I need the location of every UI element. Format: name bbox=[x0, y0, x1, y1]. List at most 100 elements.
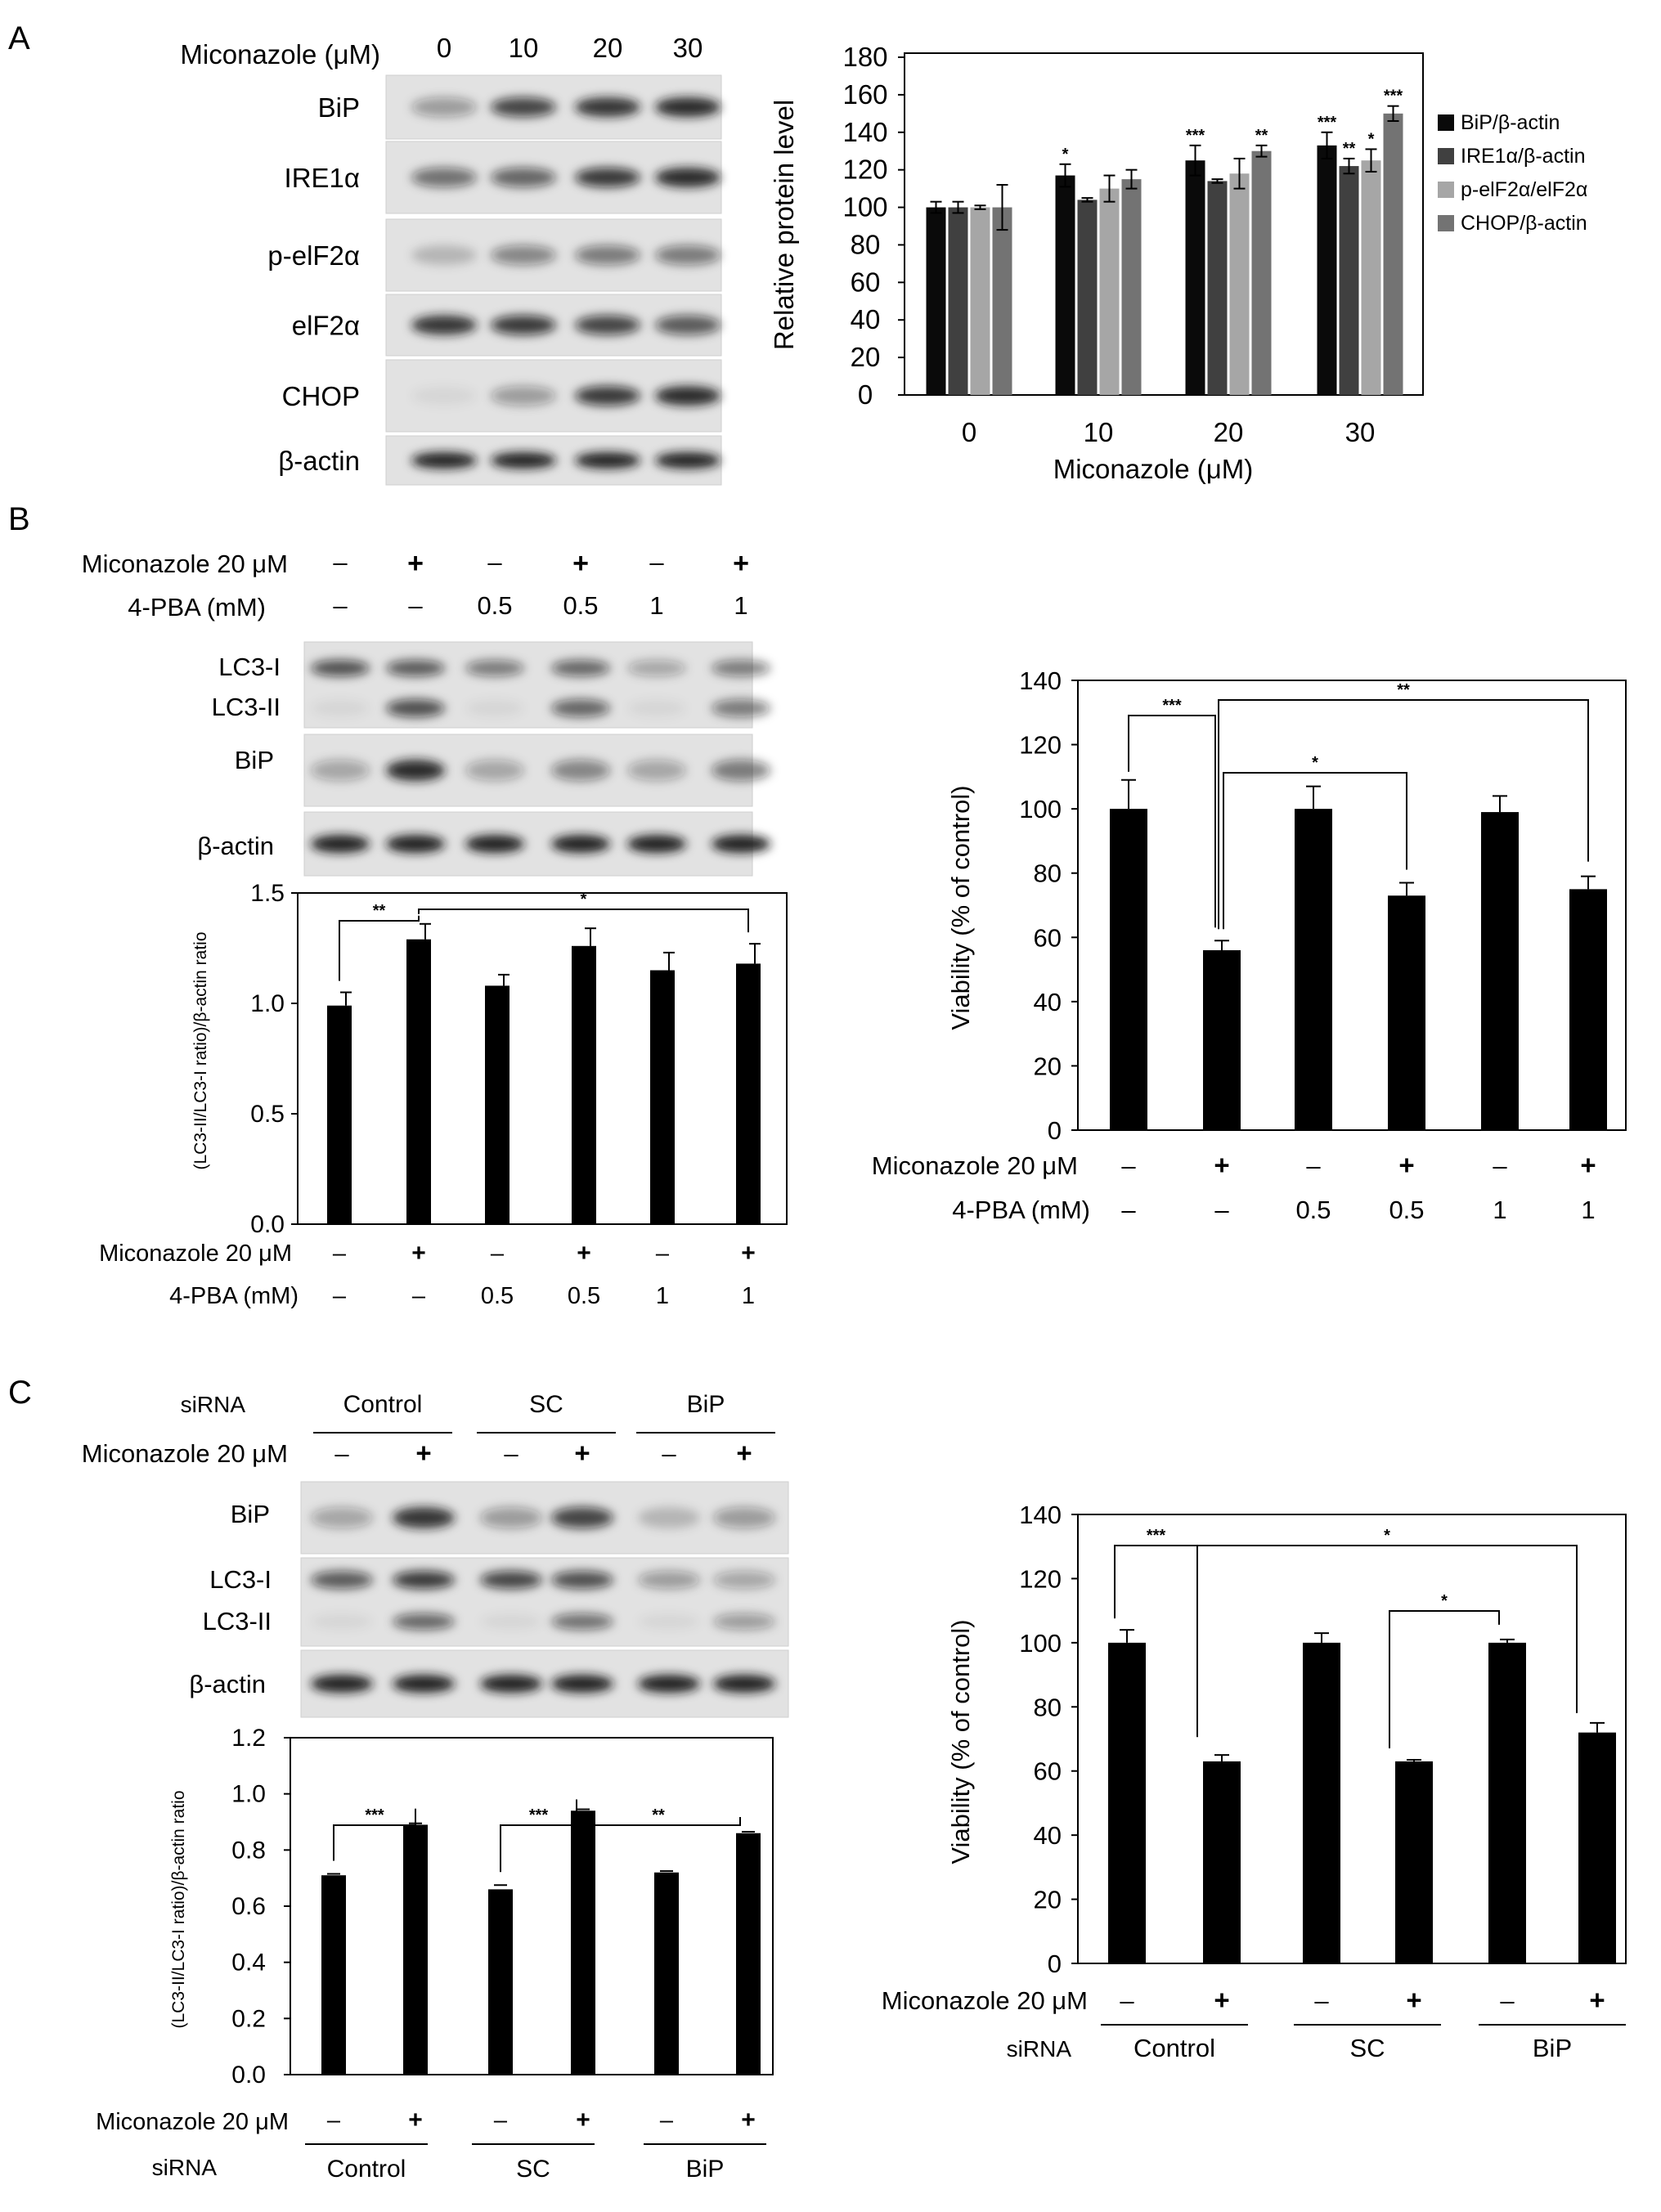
treatment-row-label: 4-PBA (mM) bbox=[169, 1283, 299, 1309]
blot-band bbox=[465, 660, 524, 676]
y-tick-label: 60 bbox=[1034, 923, 1062, 952]
y-tick-label: 140 bbox=[1019, 1501, 1062, 1529]
treatment-value: – bbox=[660, 2107, 674, 2133]
legend-label: IRE1α/β-actin bbox=[1461, 145, 1586, 168]
panel-b-lc3-ratio-chart: 0.0 0.5 1.0 1.5 (LC3-II/LC3-I ratio)/β-actin… bbox=[99, 880, 788, 1309]
legend-swatch bbox=[1438, 182, 1454, 198]
bar bbox=[571, 1810, 595, 2075]
treatment-row-label: 4-PBA (mM) bbox=[128, 593, 266, 621]
bar bbox=[321, 1875, 346, 2075]
blot-row-label: BiP bbox=[318, 92, 360, 123]
bar bbox=[1339, 166, 1359, 396]
treatment-value: – bbox=[656, 1241, 670, 1267]
blot-band bbox=[551, 1675, 613, 1693]
blot-row-label: LC3-I bbox=[218, 653, 281, 681]
y-tick-label: 0.2 bbox=[231, 2005, 266, 2032]
blot-row-label: β-actin bbox=[197, 832, 274, 860]
y-tick-label: 120 bbox=[842, 155, 887, 185]
blot-band bbox=[638, 1613, 700, 1630]
sirna-group-label: Control bbox=[1134, 2034, 1215, 2062]
blot-band bbox=[575, 245, 640, 265]
bar bbox=[1481, 812, 1519, 1130]
blot-band bbox=[491, 168, 556, 187]
blot-band bbox=[311, 1675, 373, 1693]
treatment-value: – bbox=[333, 548, 348, 577]
blot-band bbox=[713, 1571, 775, 1589]
y-tick-label: 80 bbox=[1034, 859, 1062, 888]
bar bbox=[1229, 173, 1250, 395]
y-tick-label: 40 bbox=[1034, 1821, 1062, 1850]
bracket-stars: *** bbox=[1147, 1527, 1166, 1545]
blot-band bbox=[393, 1613, 455, 1630]
y-tick-label: 100 bbox=[1019, 795, 1062, 823]
treatment-value: – bbox=[1493, 1151, 1507, 1180]
bar bbox=[1203, 950, 1241, 1130]
treatment-value: 1 bbox=[742, 1283, 755, 1309]
bar bbox=[1383, 113, 1403, 396]
treatment-row-label: Miconazole 20 μM bbox=[872, 1151, 1078, 1180]
y-tick-label: 140 bbox=[842, 117, 887, 147]
treatment-value: + bbox=[741, 2107, 756, 2133]
blot-band bbox=[712, 760, 770, 781]
blot-band bbox=[386, 660, 445, 676]
treatment-value: – bbox=[649, 548, 664, 577]
y-tick-label: 0.8 bbox=[231, 1837, 266, 1864]
bar bbox=[1388, 895, 1425, 1130]
sirna-group-label: Control bbox=[343, 1391, 423, 1418]
treatment-value: – bbox=[494, 2107, 508, 2133]
blot-strip-lc3 bbox=[300, 1557, 789, 1647]
blot-row-label: elF2α bbox=[292, 311, 360, 341]
y-tick-label: 180 bbox=[842, 42, 887, 72]
x-tick-label: 20 bbox=[1214, 417, 1244, 447]
panel-a-western-blot: Miconazole (μM) 0 10 20 30 BiP IRE1α p-elF2α e… bbox=[180, 33, 722, 486]
blot-band bbox=[411, 97, 477, 117]
blot-row-label: IRE1α bbox=[285, 163, 360, 193]
bar bbox=[1099, 188, 1120, 395]
bracket-stars: * bbox=[1441, 1592, 1448, 1610]
treatment-value: + bbox=[1406, 1985, 1421, 2015]
blot-band bbox=[575, 168, 640, 187]
blot-strip-lc3-membrane bbox=[300, 1557, 789, 1647]
blot-row-label: LC3-I bbox=[209, 1565, 272, 1594]
bar bbox=[992, 207, 1012, 395]
blot-band bbox=[655, 452, 721, 469]
blot-band bbox=[386, 699, 445, 717]
blot-band bbox=[627, 835, 686, 853]
blot-band bbox=[551, 699, 610, 717]
blot-strip-2 bbox=[385, 218, 722, 292]
blot-band bbox=[638, 1675, 700, 1693]
dose-label: 30 bbox=[673, 33, 703, 63]
bar bbox=[403, 1824, 428, 2075]
y-tick-label: 0.0 bbox=[250, 1211, 285, 1238]
treatment-value: 0.5 bbox=[1389, 1196, 1424, 1224]
treatment-value: 0.5 bbox=[568, 1283, 600, 1309]
sirna-group-label: SC bbox=[1349, 2034, 1385, 2062]
bracket-line bbox=[1223, 772, 1407, 930]
treatment-value: + bbox=[407, 548, 424, 579]
blot-band bbox=[311, 835, 370, 853]
treatment-value: + bbox=[572, 548, 589, 579]
blot-strip-bip bbox=[303, 734, 770, 807]
treatment-value: 1 bbox=[1493, 1196, 1506, 1224]
treatment-value: + bbox=[576, 2107, 590, 2133]
y-tick-label: 60 bbox=[851, 267, 881, 297]
plot-frame bbox=[297, 892, 788, 1225]
sirna-group-label: BiP bbox=[687, 1391, 725, 1418]
panel-c-blot-rows: BiP LC3-I LC3-II β-actin bbox=[189, 1481, 789, 1718]
blot-band bbox=[551, 1613, 613, 1630]
treatment-value: – bbox=[491, 1241, 505, 1267]
bar bbox=[926, 207, 946, 395]
panel-letter-c: C bbox=[8, 1375, 32, 1411]
sirna-group-label: BiP bbox=[1533, 2034, 1572, 2062]
bar bbox=[1317, 145, 1337, 396]
bar bbox=[327, 1005, 352, 1224]
bar bbox=[1185, 160, 1205, 395]
lc3-bands bbox=[311, 660, 770, 717]
treatment-row-label: Miconazole 20 μM bbox=[82, 1439, 288, 1468]
treatment-value: 0.5 bbox=[1295, 1196, 1331, 1224]
significance-bracket: ** bbox=[576, 1799, 741, 1826]
plot-frame bbox=[1077, 680, 1627, 1131]
treatment-value: + bbox=[1214, 1150, 1229, 1180]
significance-bracket: *** bbox=[333, 1806, 416, 1861]
